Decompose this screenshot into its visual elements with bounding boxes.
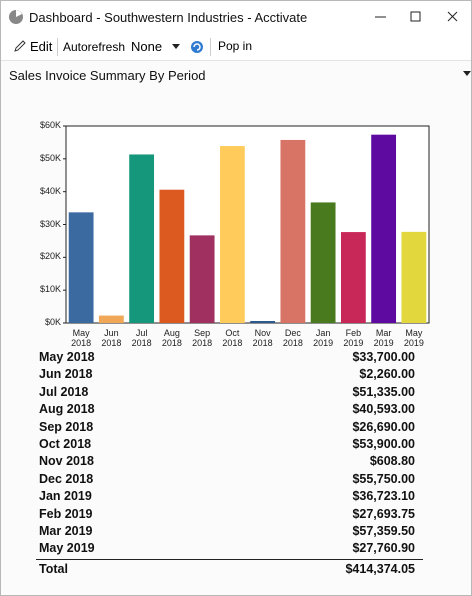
edit-button[interactable]: Edit	[30, 39, 53, 54]
label-cell: Jul 2018	[39, 384, 89, 399]
total-row: Total $414,374.05	[39, 562, 415, 579]
x-tick-label: Sep 2018	[192, 328, 213, 348]
y-tick-label: $50K	[39, 152, 61, 163]
bar	[68, 212, 94, 323]
x-tick-label: May 2018	[71, 328, 92, 348]
toolbar: Edit Autorefresh None Pop in	[1, 34, 471, 61]
x-tick-label: Jun 2018	[101, 328, 122, 348]
app-icon	[9, 10, 23, 24]
window-title: Dashboard - Southwestern Industries - Ac…	[29, 10, 308, 25]
amount-cell: $414,374.05	[345, 562, 415, 576]
bar	[280, 139, 306, 323]
separator	[210, 38, 211, 56]
label-cell: May 2019	[39, 541, 95, 556]
x-tick-label: Jul 2018	[131, 328, 152, 348]
label-cell: Jun 2018	[39, 367, 93, 382]
label-cell: May 2018	[39, 350, 95, 364]
table-row: Jan 2019 $36,723.10	[39, 489, 415, 506]
y-tick-label: $0K	[44, 317, 61, 327]
dropdown-arrow[interactable]	[171, 43, 181, 51]
label-cell: Oct 2018	[39, 437, 92, 451]
bar	[250, 321, 276, 323]
amount-cell: $608.80	[369, 454, 415, 469]
label-cell: Dec 2018	[39, 471, 94, 486]
x-tick-label: Mar 2019	[373, 328, 394, 348]
bar	[159, 189, 185, 323]
x-tick-label: Dec 2018	[282, 328, 303, 348]
edit-icon	[14, 40, 26, 52]
bar	[129, 154, 155, 323]
label-cell: Mar 2019	[39, 524, 93, 538]
label-cell: Jan 2019	[39, 489, 92, 504]
bar	[219, 146, 245, 323]
amount-cell: $53,900.00	[352, 437, 415, 451]
amount-cell: $26,690.00	[352, 419, 415, 434]
plot-area	[65, 125, 430, 324]
amount-cell: $33,700.00	[352, 350, 415, 364]
table-row: Nov 2018 $608.80	[39, 454, 415, 471]
table-row: Mar 2019 $57,359.50	[39, 524, 415, 541]
table-row: Jun 2018 $2,260.00	[39, 367, 415, 384]
table-row: May 2019 $27,760.90	[39, 541, 415, 558]
autorefresh-select[interactable]: None	[131, 39, 163, 54]
label-cell: Aug 2018	[39, 402, 95, 417]
refresh-icon[interactable]	[189, 39, 205, 55]
x-tick-label: May 2019	[403, 328, 424, 348]
x-tick-label: Oct 2018	[222, 328, 243, 348]
table-row: Jul 2018 $51,335.00	[39, 385, 415, 402]
x-tick-label: Nov 2018	[252, 328, 273, 348]
table-row: Oct 2018 $53,900.00	[39, 437, 415, 454]
total-rule	[36, 559, 423, 560]
x-tick-label: Feb 2019	[343, 328, 364, 348]
panel-title: Sales Invoice Summary By Period	[9, 68, 206, 83]
y-tick-label: $20K	[39, 251, 61, 262]
amount-cell: $55,750.00	[352, 471, 415, 486]
amount-cell: $40,593.00	[352, 402, 415, 417]
bar	[189, 235, 215, 323]
chart	[63, 125, 430, 324]
label-cell: Total	[39, 562, 68, 576]
pop-in-button[interactable]: Pop in	[218, 39, 253, 53]
amount-cell: $27,760.90	[352, 541, 415, 556]
bar	[310, 202, 336, 323]
amount-cell: $36,723.10	[352, 489, 415, 504]
title-bar: Dashboard - Southwestern Industries - Ac…	[1, 1, 471, 34]
x-tick-label: Aug 2018	[161, 328, 182, 348]
y-tick-label: $40K	[39, 185, 61, 196]
table-row: Sep 2018 $26,690.00	[39, 420, 415, 437]
table-row: Dec 2018 $55,750.00	[39, 472, 415, 489]
table-row: Aug 2018 $40,593.00	[39, 402, 415, 419]
table-row: May 2018 $33,700.00	[39, 350, 415, 367]
autorefresh-label: Autorefresh	[63, 40, 126, 54]
amount-cell: $51,335.00	[352, 384, 415, 399]
x-tick-label: Jan 2019	[313, 328, 334, 348]
bar	[340, 232, 366, 323]
y-tick-label: $30K	[39, 218, 61, 229]
bar	[401, 231, 427, 323]
y-tick-label: $10K	[39, 284, 61, 295]
amount-cell: $27,693.75	[352, 506, 415, 521]
panel-menu-arrow[interactable]	[463, 71, 471, 77]
label-cell: Nov 2018	[39, 454, 94, 469]
bar	[98, 315, 124, 323]
bar	[371, 134, 397, 323]
separator	[57, 38, 58, 56]
window-controls[interactable]	[361, 7, 471, 27]
y-tick-label: $60K	[39, 120, 61, 130]
label-cell: Sep 2018	[39, 419, 94, 434]
label-cell: Feb 2019	[39, 506, 93, 521]
amount-cell: $57,359.50	[352, 524, 415, 538]
amount-cell: $2,260.00	[359, 367, 415, 382]
table-row: Feb 2019 $27,693.75	[39, 507, 415, 524]
